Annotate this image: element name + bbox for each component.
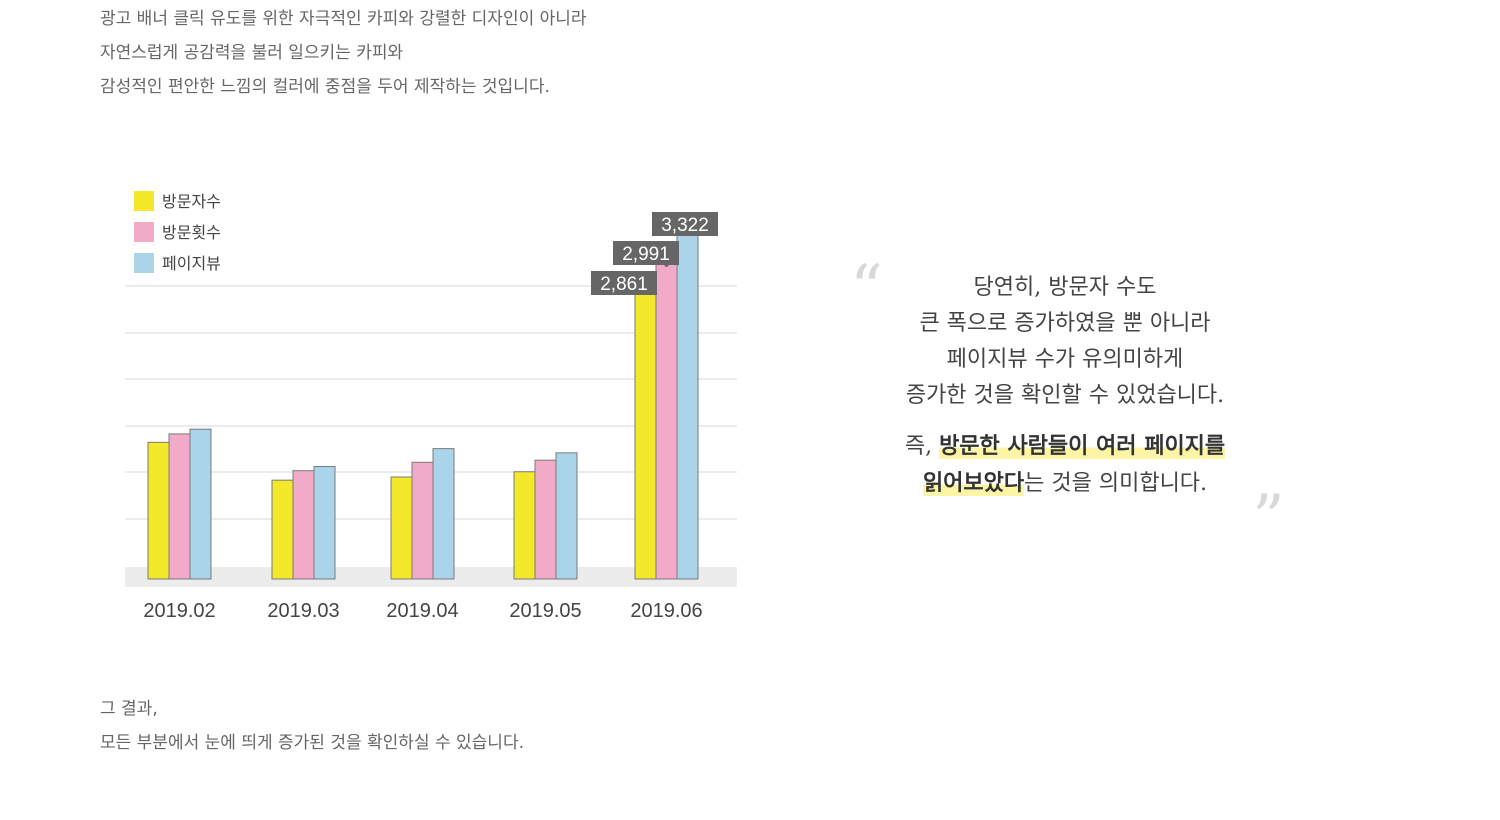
bar — [168, 433, 191, 580]
intro-line: 감성적인 편안한 느낌의 컬러에 중점을 두어 제작하는 것입니다. — [100, 77, 550, 97]
intro-line: 자연스럽게 공감력을 불러 일으키는 카피와 — [100, 43, 404, 63]
data-label: 2,991 — [622, 244, 670, 265]
legend-swatch — [134, 222, 154, 242]
bar — [534, 459, 557, 580]
data-label: 3,322 — [661, 215, 709, 236]
legend-label: 방문횟수 — [162, 223, 221, 242]
bar — [313, 465, 336, 580]
quote-emphasis-suffix: 는 것을 의미합니다. — [1024, 471, 1208, 496]
bar — [411, 461, 434, 580]
bar — [147, 441, 170, 580]
chart-bars — [147, 229, 699, 580]
bar — [189, 428, 212, 580]
bar — [655, 264, 678, 580]
quote-line: 당연히, 방문자 수도 — [973, 275, 1157, 300]
outro-text: 그 결과, 모든 부분에서 눈에 띄게 증가된 것을 확인하실 수 있습니다. — [100, 692, 524, 760]
open-quote-icon: “ — [850, 252, 883, 326]
bar — [432, 448, 455, 580]
chart-x-ticks: 2019.02 2019.03 2019.04 2019.05 2019.06 — [143, 600, 702, 622]
bar — [634, 277, 657, 580]
quote-line: 페이지뷰 수가 유의미하게 — [946, 347, 1184, 372]
quote-text: 당연히, 방문자 수도 큰 폭으로 증가하였을 뿐 아니라 페이지뷰 수가 유의… — [840, 270, 1290, 502]
x-tick-label: 2019.06 — [630, 600, 702, 622]
legend-swatch — [134, 253, 154, 273]
quote-emphasis-line: 즉, 방문한 사람들이 여러 페이지를 — [840, 428, 1290, 465]
data-label-box — [613, 241, 679, 265]
quote-line: 증가한 것을 확인할 수 있었습니다. — [905, 383, 1225, 408]
x-tick-label: 2019.03 — [267, 600, 339, 622]
quote-emphasis-line: 읽어보았다는 것을 의미합니다. — [840, 465, 1290, 502]
quote-line: 큰 폭으로 증가하였을 뿐 아니라 — [919, 311, 1211, 336]
data-label-box — [652, 212, 718, 236]
x-tick-label: 2019.02 — [143, 600, 215, 622]
x-tick-label: 2019.04 — [386, 600, 458, 622]
intro-text: 광고 배너 클릭 유도를 위한 자극적인 카피와 강렬한 디자인이 아니라 자연… — [100, 2, 587, 104]
intro-line: 광고 배너 클릭 유도를 위한 자극적인 카피와 강렬한 디자인이 아니라 — [100, 9, 587, 29]
bar — [271, 479, 294, 580]
x-tick-label: 2019.05 — [509, 600, 581, 622]
legend-label: 페이지뷰 — [162, 254, 221, 273]
quote-highlight: 방문한 사람들이 여러 페이지를 — [939, 433, 1226, 459]
outro-line: 그 결과, — [100, 699, 158, 719]
chart-data-labels: 2,861 2,991 3,322 — [591, 212, 718, 295]
quote-highlight: 읽어보았다 — [922, 470, 1025, 496]
bar — [555, 452, 578, 580]
bar — [513, 471, 536, 580]
quote-block: “ 당연히, 방문자 수도 큰 폭으로 증가하였을 뿐 아니라 페이지뷰 수가 … — [840, 252, 1310, 551]
outro-line: 모든 부분에서 눈에 띄게 증가된 것을 확인하실 수 있습니다. — [100, 733, 524, 753]
data-label: 2,861 — [600, 274, 648, 295]
bar — [390, 476, 413, 580]
quote-emphasis-prefix: 즉, — [904, 434, 940, 459]
data-label-box — [591, 271, 657, 295]
bar — [676, 229, 699, 580]
close-quote-icon: ” — [1252, 482, 1285, 556]
bar — [292, 470, 315, 580]
legend-swatch — [134, 191, 154, 211]
legend-label: 방문자수 — [162, 192, 221, 211]
